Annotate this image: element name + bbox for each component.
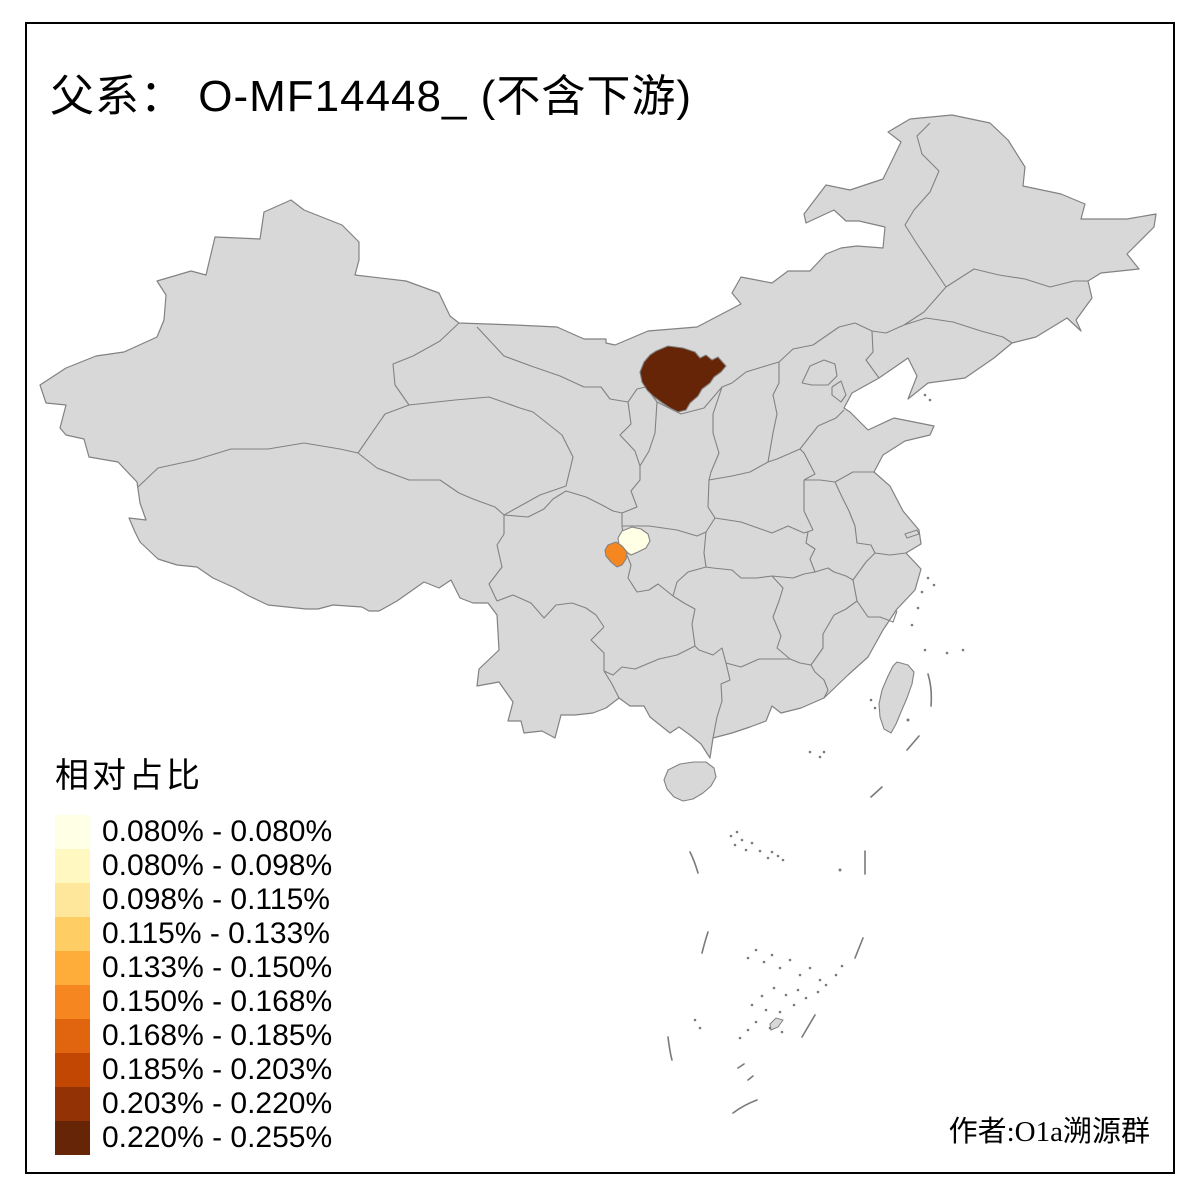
- legend-label: 0.203% - 0.220%: [102, 1087, 333, 1120]
- sea-islets: [693, 393, 965, 1040]
- legend-swatch: [55, 1019, 90, 1053]
- legend-item: 0.150% - 0.168%: [55, 985, 332, 1019]
- legend-swatch: [55, 985, 90, 1019]
- legend-swatch: [55, 917, 90, 951]
- title-zh-prefix: 父系：: [50, 72, 185, 121]
- province-boundaries: [137, 122, 1088, 739]
- page-title: 父系： O-MF14448_ (不含下游): [50, 60, 692, 124]
- attribution-text: 作者:O1a溯源群: [948, 1116, 1150, 1148]
- region-orange: [604, 541, 628, 568]
- title-zh-note: 不含下游: [496, 72, 677, 121]
- legend-title: 相对占比: [55, 758, 203, 795]
- legend-label: 0.080% - 0.098%: [102, 849, 333, 882]
- legend-label: 0.098% - 0.115%: [102, 883, 330, 916]
- legend-item: 0.133% - 0.150%: [55, 951, 332, 985]
- hainan-island: [663, 761, 717, 802]
- legend-label: 0.150% - 0.168%: [102, 985, 333, 1018]
- taiwan-island: [878, 661, 915, 734]
- legend-label: 0.133% - 0.150%: [102, 951, 333, 984]
- title-haplogroup-code: O-MF14448_ (: [185, 72, 497, 121]
- legend-item: 0.080% - 0.098%: [55, 849, 332, 883]
- legend-swatch: [55, 1087, 90, 1121]
- attribution: 作者:O1a溯源群: [949, 1108, 1150, 1150]
- legend-item: 0.080% - 0.080%: [55, 815, 332, 849]
- legend: 相对占比 0.080% - 0.080% 0.080% - 0.098% 0.098…: [55, 748, 332, 1155]
- legend-swatch: [55, 1121, 90, 1155]
- legend-label: 0.115% - 0.133%: [102, 917, 330, 950]
- legend-item: 0.203% - 0.220%: [55, 1087, 332, 1121]
- legend-item: 0.115% - 0.133%: [55, 917, 332, 951]
- legend-swatch: [55, 951, 90, 985]
- legend-items: 0.080% - 0.080% 0.080% - 0.098% 0.098% - 0…: [55, 815, 332, 1155]
- legend-item: 0.220% - 0.255%: [55, 1121, 332, 1155]
- legend-label: 0.080% - 0.080%: [102, 815, 333, 848]
- title-paren-close: ): [676, 72, 692, 121]
- legend-swatch: [55, 849, 90, 883]
- legend-swatch: [55, 815, 90, 849]
- legend-label: 0.185% - 0.203%: [102, 1053, 333, 1086]
- legend-item: 0.185% - 0.203%: [55, 1053, 332, 1087]
- legend-label: 0.220% - 0.255%: [102, 1121, 333, 1154]
- legend-swatch: [55, 1053, 90, 1087]
- south-sea-island: [769, 1017, 784, 1031]
- nine-dash-line-segments: [667, 673, 933, 1114]
- mainland-outline: [39, 114, 1157, 759]
- region-dark-brown: [639, 345, 727, 413]
- chongming-island: [904, 529, 920, 539]
- legend-item: 0.098% - 0.115%: [55, 883, 332, 917]
- legend-item: 0.168% - 0.185%: [55, 1019, 332, 1053]
- legend-label: 0.168% - 0.185%: [102, 1019, 333, 1052]
- legend-swatch: [55, 883, 90, 917]
